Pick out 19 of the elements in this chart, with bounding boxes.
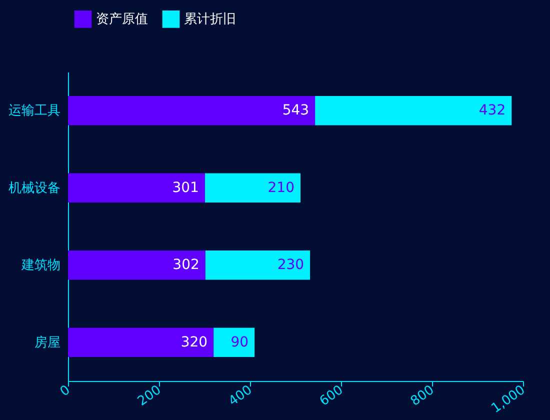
data-label: 210 (268, 180, 295, 196)
legend-label: 资产原值 (96, 12, 148, 28)
data-label: 301 (172, 180, 199, 196)
y-tick-label: 房屋 (34, 334, 60, 350)
y-tick-label: 运输工具 (8, 104, 60, 119)
data-label: 543 (282, 102, 310, 119)
x-tick-label: 400 (226, 382, 256, 410)
x-tick-label: 800 (408, 382, 438, 410)
x-tick-label: 600 (317, 382, 346, 410)
x-tick-label: 0 (58, 382, 74, 400)
data-label: 90 (230, 334, 249, 350)
legend-label: 累计折旧 (184, 12, 236, 28)
y-tick-label: 机械设备 (8, 180, 60, 196)
data-label: 302 (172, 257, 200, 274)
data-label: 230 (277, 257, 304, 274)
y-tick-label: 建筑物 (20, 258, 60, 274)
x-tick-label: 200 (135, 382, 164, 410)
data-label: 320 (180, 334, 208, 350)
data-label: 432 (478, 102, 506, 119)
